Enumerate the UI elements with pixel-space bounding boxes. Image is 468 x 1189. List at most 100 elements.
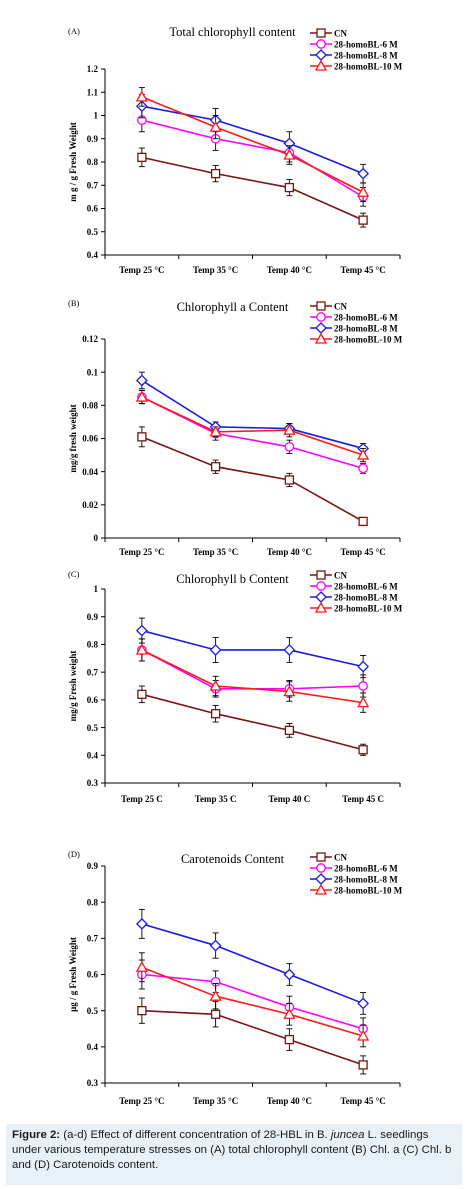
legend-marker [314, 601, 328, 613]
series-BL6 [137, 389, 368, 474]
data-point [357, 185, 370, 197]
x-tick-label: Temp 25 °C [119, 547, 164, 557]
legend-label: CN [334, 301, 347, 311]
series-line [141, 923, 364, 1005]
data-point [284, 1034, 295, 1045]
legend-label: 28-homoBL-10 M [334, 885, 403, 895]
y-tick-label: 0 [94, 533, 99, 543]
data-point [357, 696, 370, 708]
data-point [135, 90, 148, 102]
data-point [358, 745, 368, 755]
series-CN [137, 147, 368, 228]
data-point [284, 725, 295, 735]
series-BL8 [135, 908, 370, 1015]
y-axis-label: μg / g Fresh Weight [68, 937, 78, 1012]
data-point [357, 167, 370, 180]
y-tick-label: 1 [94, 584, 99, 594]
y-tick-label: 0.7 [87, 667, 99, 677]
legend-label: CN [334, 28, 347, 38]
x-tick-label: Temp 35 °C [193, 265, 238, 275]
data-point [137, 152, 147, 163]
y-tick-label: 0.5 [87, 1006, 99, 1016]
x-tick-label: Temp 35 °C [193, 547, 238, 557]
y-tick-label: 0.7 [87, 934, 99, 944]
y-tick-label: 0.9 [87, 861, 99, 871]
legend-marker [316, 39, 326, 49]
y-axis-label: m g / g Fresh Weight [68, 122, 78, 201]
data-point [283, 968, 296, 981]
y-tick-label: 0.9 [87, 134, 99, 144]
data-point [135, 390, 148, 402]
series-CN [137, 426, 368, 527]
series-BL8 [135, 94, 370, 184]
legend-marker [316, 581, 326, 591]
x-tick-label: Temp 40 C [269, 794, 311, 804]
legend-marker [316, 312, 326, 322]
y-tick-label: 0.9 [87, 612, 99, 622]
data-point [284, 441, 295, 452]
data-point [357, 1029, 370, 1041]
y-tick-label: 0.04 [82, 467, 98, 477]
legend-label: 28-homoBL-10 M [334, 603, 403, 613]
data-point [210, 709, 221, 719]
y-tick-label: 1.2 [87, 64, 99, 74]
panel-label: (D) [68, 849, 80, 859]
y-tick-label: 0.02 [82, 500, 98, 510]
series-line [141, 436, 364, 523]
series-line [141, 973, 364, 1030]
data-point [137, 432, 147, 442]
y-tick-label: 0.1 [87, 367, 99, 377]
chart-title: Chlorophyll b Content [176, 572, 289, 586]
y-axis-label: mg/g fresh weight [68, 404, 78, 472]
data-point [209, 679, 222, 691]
data-point [283, 644, 296, 656]
data-point [357, 660, 370, 673]
caption-label: Figure 2: [12, 1129, 61, 1141]
chart-panel-3: (C) Chlorophyll b Content 0.3 0.4 0.5 0.6 0.7 0… [68, 569, 403, 804]
figure-caption: Figure 2: (a-d) Effect of different conc… [12, 1128, 458, 1173]
y-axis-label: mg/g Fresh weight [68, 651, 78, 722]
chart-panel-4: (D) Carotenoids Content 0.3 0.4 0.5 0.6 0.7 0.8… [68, 849, 403, 1106]
data-point [284, 182, 295, 193]
data-point [135, 960, 148, 972]
series-line [141, 379, 364, 450]
data-point [209, 425, 222, 437]
chart-title: Carotenoids Content [181, 852, 285, 866]
x-tick-label: Temp 25 C [121, 794, 163, 804]
series-BL10 [135, 952, 370, 1048]
legend-marker [316, 863, 326, 873]
legend-label: 28-homoBL-6 M [334, 863, 398, 873]
legend-marker [316, 28, 326, 38]
x-tick-label: Temp 45 °C [340, 265, 385, 275]
legend-marker [316, 852, 326, 862]
chart-title: Total chlorophyll content [169, 25, 296, 39]
y-tick-label: 0.4 [87, 250, 99, 260]
data-point [358, 463, 368, 474]
data-point [135, 624, 148, 637]
legend-marker [315, 591, 327, 603]
y-tick-label: 0.08 [82, 401, 98, 411]
y-tick-label: 0.8 [87, 157, 99, 167]
y-tick-label: 0.06 [82, 434, 98, 444]
data-point [357, 448, 370, 460]
x-tick-label: Temp 35 C [195, 794, 237, 804]
caption-species: juncea [330, 1129, 365, 1141]
data-point [358, 516, 368, 527]
legend-label: CN [334, 852, 347, 862]
data-point [210, 168, 221, 179]
y-tick-label: 0.8 [87, 897, 99, 907]
y-tick-label: 0.4 [87, 750, 99, 760]
caption-background [6, 1124, 462, 1185]
data-point [209, 644, 222, 656]
series-line [141, 96, 364, 193]
legend-marker [315, 873, 327, 885]
series-line [141, 629, 364, 668]
data-point [137, 1006, 147, 1016]
y-tick-label: 0.3 [87, 778, 99, 788]
y-tick-label: 0.6 [87, 695, 99, 705]
legend-label: 28-homoBL-10 M [334, 334, 403, 344]
legend-label: 28-homoBL-6 M [334, 39, 398, 49]
data-point [135, 374, 148, 387]
y-tick-label: 0.5 [87, 227, 99, 237]
data-point [358, 215, 368, 225]
